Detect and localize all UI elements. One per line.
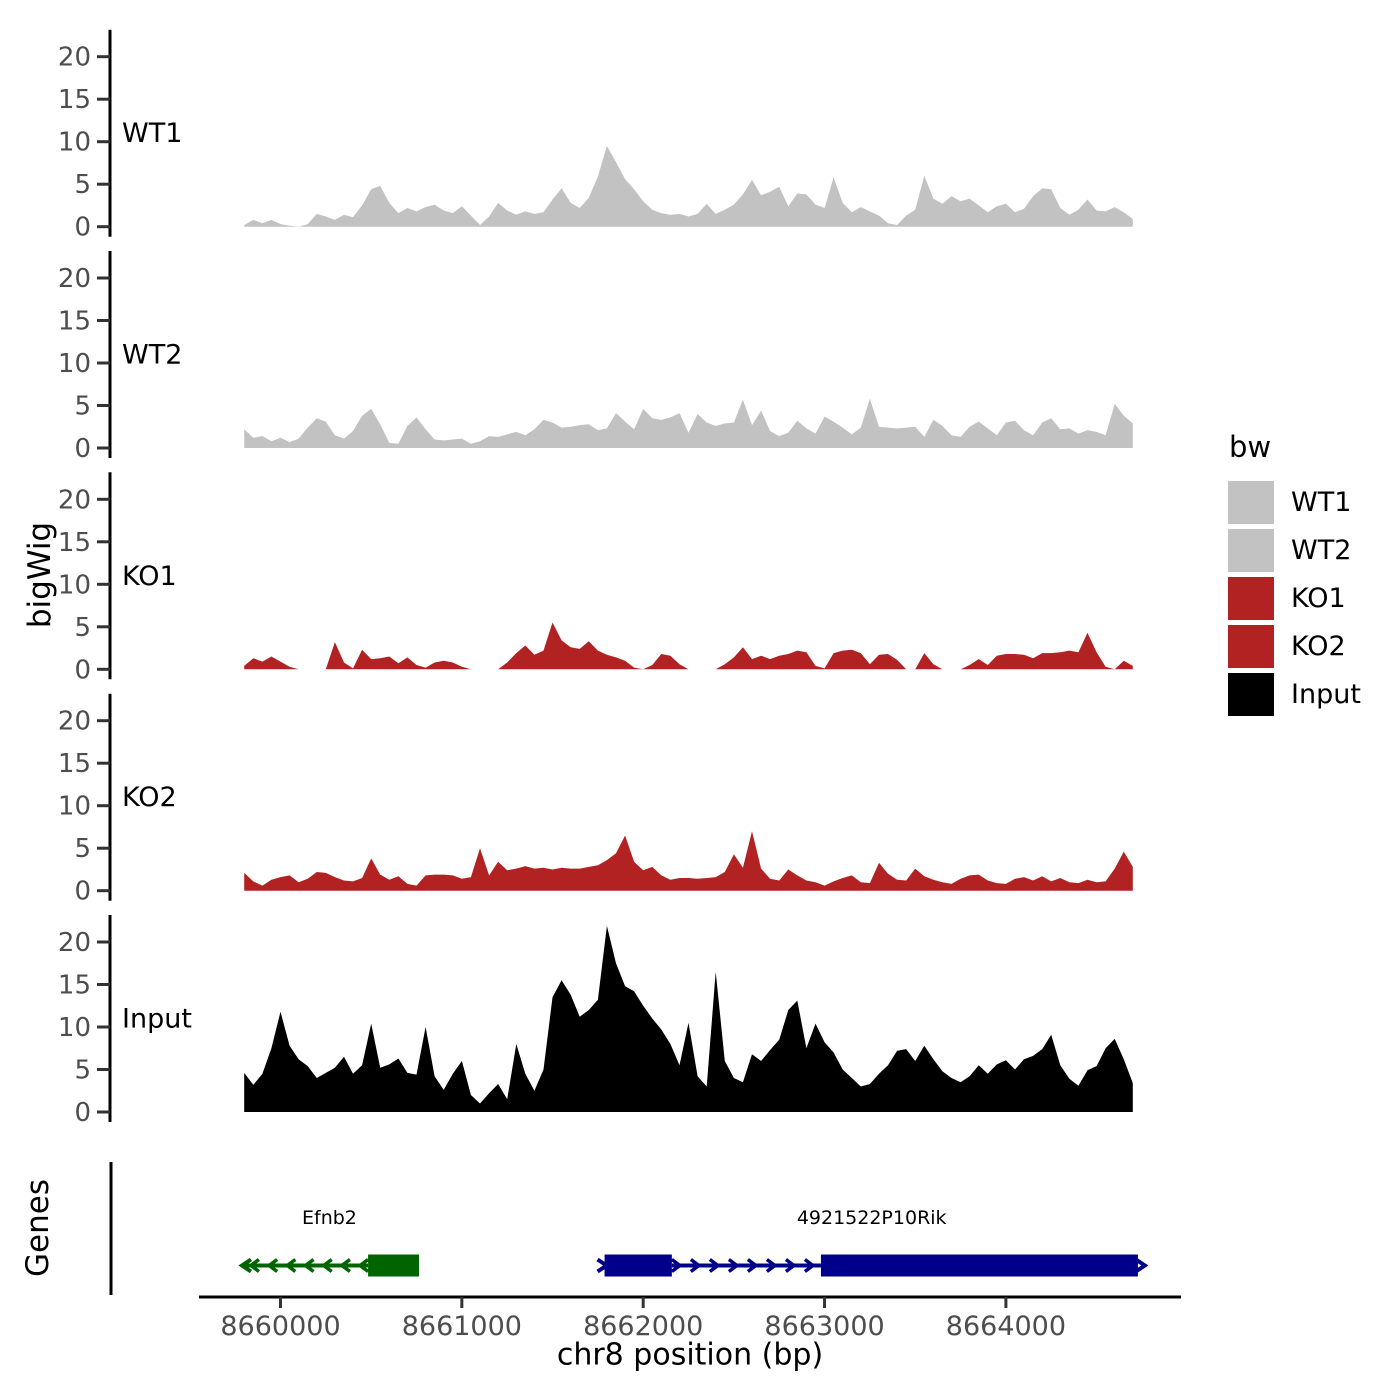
y-tick-label: 0 bbox=[74, 434, 91, 464]
gene-arrow bbox=[338, 1258, 351, 1273]
gene-arrow bbox=[248, 1258, 261, 1273]
coverage-area-WT1 bbox=[244, 145, 1133, 227]
gene-arrow bbox=[765, 1258, 778, 1273]
track-panel-KO1: 0 5 10 15 20 KO1 bbox=[58, 472, 1133, 685]
legend-label: KO2 bbox=[1291, 631, 1346, 662]
gene-exon-box bbox=[820, 1254, 1138, 1277]
legend-label: Input bbox=[1291, 679, 1361, 710]
y-tick-label: 15 bbox=[58, 528, 91, 558]
y-tick-label: 5 bbox=[74, 834, 91, 864]
gene-strand-tip bbox=[238, 1257, 253, 1274]
gene-arrow bbox=[708, 1258, 721, 1273]
gene-exon-box bbox=[368, 1254, 420, 1277]
gene-arrow bbox=[727, 1258, 740, 1273]
track-panel-WT2: 0 5 10 15 20 WT2 bbox=[58, 251, 1133, 464]
y-tick-label: 10 bbox=[58, 792, 91, 822]
y-tick-label: 20 bbox=[58, 928, 91, 958]
gene-arrow bbox=[357, 1258, 370, 1273]
gene-arrow bbox=[784, 1258, 797, 1273]
legend-item-KO2: KO2 bbox=[1228, 625, 1361, 668]
y-tick-label: 20 bbox=[58, 43, 91, 73]
legend-swatch-KO1 bbox=[1228, 577, 1274, 620]
legend-title: bw bbox=[1229, 430, 1272, 464]
x-tick-label: 8664000 bbox=[946, 1311, 1066, 1342]
legend-item-Input: Input bbox=[1228, 673, 1361, 716]
track-label-WT2: WT2 bbox=[122, 340, 182, 371]
legend: bw WT1 WT2 KO1 KO2 Input bbox=[1228, 430, 1361, 721]
legend-item-KO1: KO1 bbox=[1228, 577, 1361, 620]
gene-arrow bbox=[689, 1258, 702, 1273]
genes-panel: Efnb2 4921522P10Rik bbox=[109, 1162, 1149, 1295]
legend-label: KO1 bbox=[1291, 583, 1346, 614]
gene-arrow bbox=[746, 1258, 759, 1273]
gene-Efnb2: Efnb2 bbox=[238, 1207, 420, 1277]
gene-arrow bbox=[266, 1258, 279, 1273]
y-tick-label: 10 bbox=[58, 349, 91, 379]
track-label-WT1: WT1 bbox=[122, 118, 182, 149]
y-tick-label: 10 bbox=[58, 1013, 91, 1043]
y-tick-label: 15 bbox=[58, 971, 91, 1001]
y-tick-label: 5 bbox=[74, 613, 91, 643]
x-tick-label: 8663000 bbox=[764, 1311, 884, 1342]
gene-label-Efnb2: Efnb2 bbox=[302, 1207, 357, 1229]
gene-strand-tip bbox=[1134, 1257, 1149, 1274]
track-panel-WT1: 0 5 10 15 20 WT1 bbox=[58, 29, 1133, 243]
legend-swatch-KO2 bbox=[1228, 625, 1274, 668]
legend-item-WT2: WT2 bbox=[1228, 529, 1361, 572]
y-tick-label: 20 bbox=[58, 485, 91, 515]
track-label-KO1: KO1 bbox=[122, 561, 177, 592]
gene-arrow bbox=[302, 1258, 315, 1273]
gene-arrow bbox=[284, 1258, 297, 1273]
x-axis-title: chr8 position (bp) bbox=[556, 1337, 824, 1373]
gene-label-4921522P10Rik: 4921522P10Rik bbox=[797, 1207, 947, 1229]
y-tick-label: 5 bbox=[74, 392, 91, 422]
y-tick-label: 0 bbox=[74, 1098, 91, 1128]
coverage-area-WT2 bbox=[244, 398, 1133, 448]
y-tick-label: 15 bbox=[58, 749, 91, 779]
legend-items: WT1 WT2 KO1 KO2 Input bbox=[1228, 481, 1361, 716]
legend-item-WT1: WT1 bbox=[1228, 481, 1361, 524]
y-tick-label: 10 bbox=[58, 128, 91, 158]
gene-4921522P10Rik: 4921522P10Rik bbox=[596, 1207, 1149, 1277]
legend-label: WT2 bbox=[1291, 535, 1352, 566]
y-tick-label: 10 bbox=[58, 570, 91, 600]
x-tick-label: 8660000 bbox=[220, 1311, 340, 1342]
y-tick-label: 5 bbox=[74, 170, 91, 200]
coverage-area-KO2 bbox=[244, 831, 1133, 891]
gene-arrow bbox=[803, 1258, 816, 1273]
legend-label: WT1 bbox=[1291, 487, 1352, 518]
coverage-area-KO1 bbox=[244, 622, 1133, 670]
y-tick-label: 20 bbox=[58, 264, 91, 294]
y-tick-label: 15 bbox=[58, 85, 91, 115]
gene-arrow bbox=[670, 1258, 683, 1273]
x-tick-label: 8662000 bbox=[583, 1311, 703, 1342]
legend-swatch-Input bbox=[1228, 673, 1274, 716]
x-tick-label: 8661000 bbox=[402, 1311, 522, 1342]
track-panel-KO2: 0 5 10 15 20 KO2 bbox=[58, 693, 1133, 907]
legend-swatch-WT2 bbox=[1228, 529, 1274, 572]
legend-swatch-WT1 bbox=[1228, 481, 1274, 524]
y-tick-label: 15 bbox=[58, 307, 91, 337]
y-tick-label: 0 bbox=[74, 213, 91, 243]
y-tick-label: 0 bbox=[74, 877, 91, 907]
x-axis: 8660000 8661000 8662000 8663000 8664000 bbox=[199, 1295, 1181, 1342]
track-label-Input: Input bbox=[122, 1004, 192, 1035]
coverage-area-Input bbox=[244, 925, 1133, 1112]
gene-arrow bbox=[320, 1258, 333, 1273]
gene-exon-box bbox=[604, 1254, 672, 1277]
track-label-KO2: KO2 bbox=[122, 782, 177, 813]
genes-panel-title: Genes bbox=[20, 1179, 56, 1277]
y-tick-label: 20 bbox=[58, 707, 91, 737]
y-tick-label: 0 bbox=[74, 655, 91, 685]
track-panel-Input: 0 5 10 15 20 Input bbox=[58, 915, 1133, 1128]
y-tick-label: 5 bbox=[74, 1056, 91, 1086]
y-axis-title: bigWig bbox=[22, 521, 58, 629]
